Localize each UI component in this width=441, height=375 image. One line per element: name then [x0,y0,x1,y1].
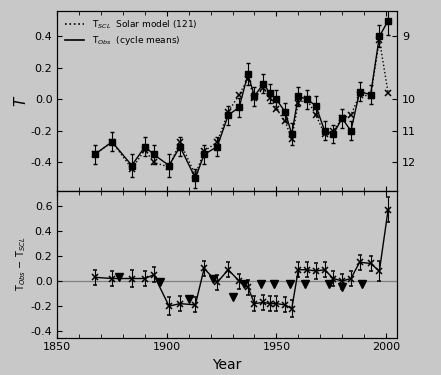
Y-axis label: T$_{Obs}$ − T$_{SCL}$: T$_{Obs}$ − T$_{SCL}$ [14,237,28,291]
Y-axis label: T: T [13,96,28,106]
X-axis label: Year: Year [213,358,242,372]
Legend: T$_{SCL}$  Solar model (121), T$_{Obs}$  (cycle means): T$_{SCL}$ Solar model (121), T$_{Obs}$ (… [62,16,200,50]
